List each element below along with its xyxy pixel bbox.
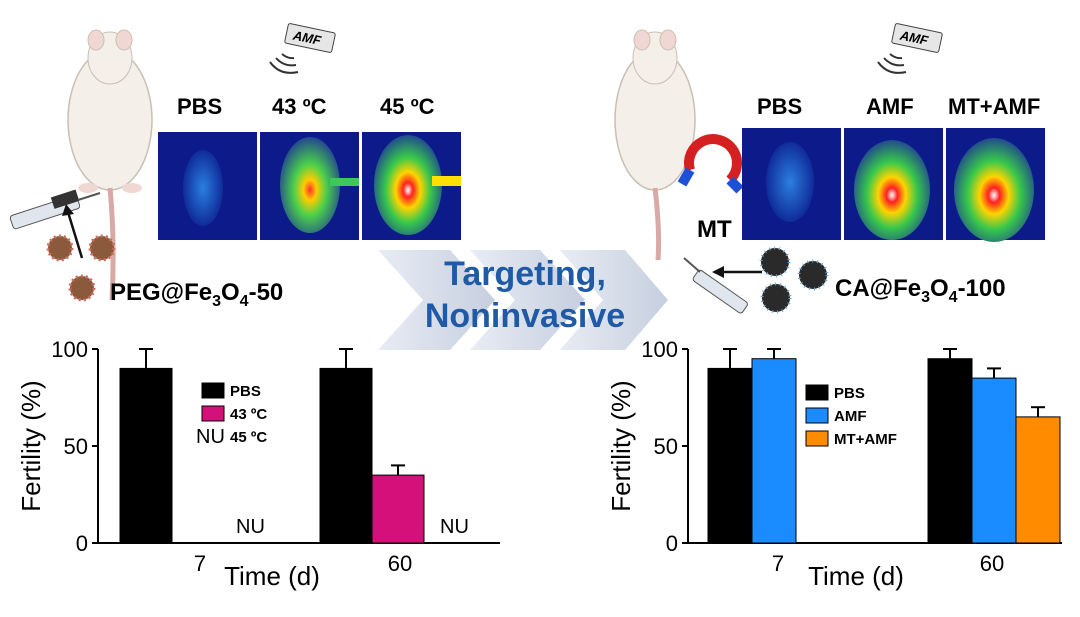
left-nanoparticle-icons xyxy=(46,234,116,302)
center-chevron-arrows xyxy=(378,250,668,350)
left-header-pbs: PBS xyxy=(177,94,222,119)
right-chart-legend-swatch xyxy=(805,384,829,401)
right-chart-y-axis-label: Fertility (%) xyxy=(606,380,636,511)
left-chart-category-label: 60 xyxy=(388,551,412,576)
left-thermal-image-45c xyxy=(362,132,461,240)
right-nanoparticle-icons xyxy=(759,246,829,314)
right-nanoparticle-label: CA@Fe3O4-100 xyxy=(835,275,1006,306)
right-chart-ytick-label: 100 xyxy=(641,337,678,362)
right-chart-bar xyxy=(971,377,1017,544)
right-chart-legend-swatch xyxy=(805,430,829,447)
right-chart-legend-swatch xyxy=(805,407,829,424)
left-chart-bar xyxy=(119,367,173,544)
right-chart-ytick-label: 50 xyxy=(654,434,678,459)
left-chart-bar xyxy=(319,367,373,544)
svg-text:AMF: AMF xyxy=(898,27,931,48)
right-chart-category-label: 60 xyxy=(980,551,1004,576)
left-chart-bar xyxy=(371,474,425,544)
right-chart-bar xyxy=(751,358,797,544)
left-chart-legend-label: 45 ºC xyxy=(230,429,267,446)
left-chart-legend-swatch xyxy=(201,405,225,422)
magnet-icon xyxy=(677,134,744,194)
left-nanoparticle-label: PEG@Fe3O4-50 xyxy=(110,279,283,310)
left-chart-legend-marker: NU xyxy=(196,426,225,448)
right-chart-bar xyxy=(707,367,753,544)
left-chart-ytick-label: 50 xyxy=(64,434,88,459)
right-mouse-illustration xyxy=(614,29,696,261)
right-thermal-image-amf xyxy=(844,128,943,240)
left-chart-x-axis-label: Time (d) xyxy=(224,561,320,591)
right-header-mt-amf: MT+AMF xyxy=(948,94,1040,119)
right-chart-x-axis-label: Time (d) xyxy=(808,561,904,591)
right-syringe-icon xyxy=(683,257,748,314)
left-chart-nu-annotation: NU xyxy=(236,516,265,538)
right-thermal-image-pbs xyxy=(742,128,841,240)
svg-text:AMF: AMF xyxy=(291,27,324,48)
left-thermal-image-43c xyxy=(260,132,359,240)
banner-line1: Targeting, xyxy=(444,255,606,293)
right-chart-category-label: 7 xyxy=(772,551,784,576)
magnet-label: MT xyxy=(697,216,732,243)
left-mouse-illustration xyxy=(67,29,153,301)
left-chart-category-label: 7 xyxy=(194,551,206,576)
right-header-amf: AMF xyxy=(866,94,914,119)
right-chart-legend-label: AMF xyxy=(834,408,867,425)
left-chart-ytick-label: 100 xyxy=(51,337,88,362)
right-chart-legend-label: PBS xyxy=(834,385,865,402)
banner-line2: Noninvasive xyxy=(425,297,625,335)
left-chart-nu-annotation: NU xyxy=(440,516,469,538)
left-syringe-icon xyxy=(9,189,101,230)
right-chart-legend-label: MT+AMF xyxy=(834,431,897,448)
right-chart-ytick-label: 0 xyxy=(666,531,678,556)
left-header-43c: 43 ºC xyxy=(272,94,327,119)
right-header-pbs: PBS xyxy=(757,94,802,119)
left-chart-legend-label: 43 ºC xyxy=(230,406,267,423)
left-thermal-image-pbs xyxy=(158,132,257,240)
left-amf-tag: AMF xyxy=(269,23,336,74)
left-chart-legend-swatch xyxy=(201,382,225,399)
right-chart-bar xyxy=(927,358,973,544)
left-header-45c: 45 ºC xyxy=(380,94,435,119)
right-chart-bar xyxy=(1015,416,1061,544)
right-arrow-left xyxy=(712,266,762,278)
right-thermal-image-mt-amf xyxy=(946,128,1045,242)
left-arrow-up xyxy=(62,204,84,259)
left-chart-y-axis-label: Fertility (%) xyxy=(16,380,46,511)
left-chart-ytick-label: 0 xyxy=(76,531,88,556)
right-amf-tag: AMF xyxy=(877,23,943,74)
left-chart-legend-label: PBS xyxy=(230,383,261,400)
